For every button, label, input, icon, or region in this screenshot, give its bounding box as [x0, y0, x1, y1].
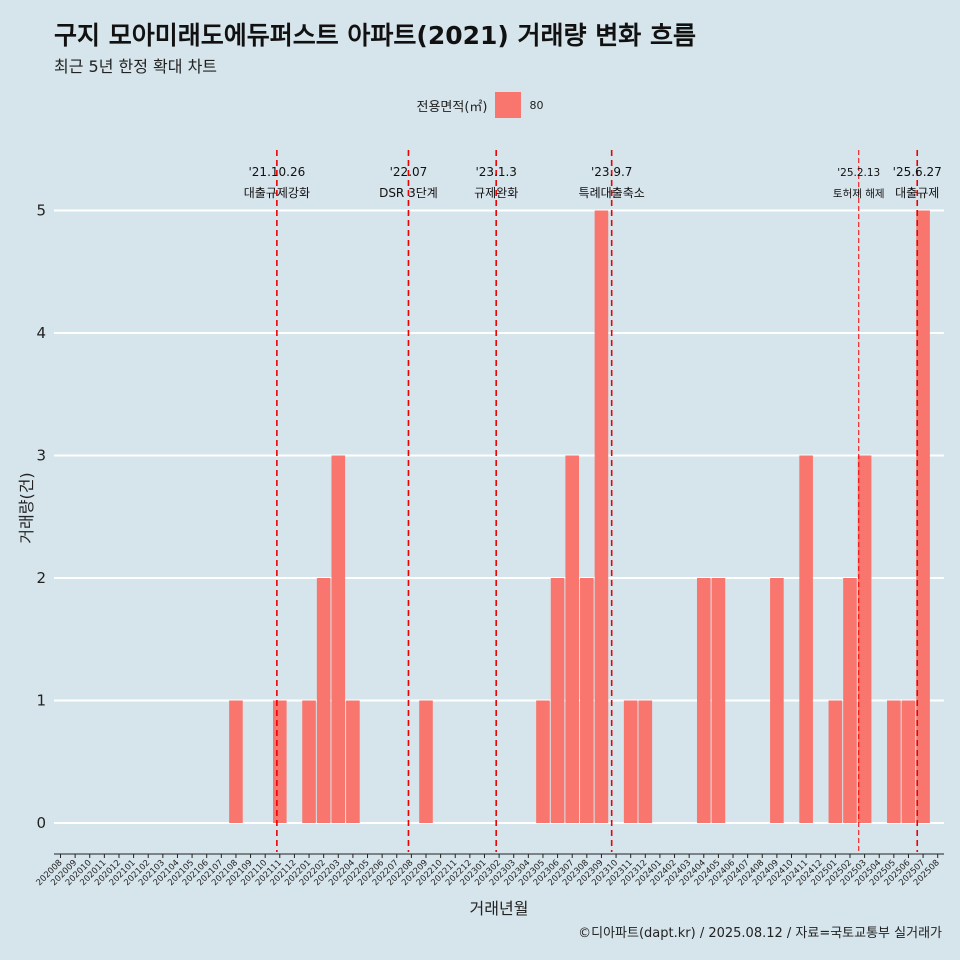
- event-label-3: 특례대출축소: [579, 186, 645, 200]
- y-tick-label: 1: [36, 692, 46, 710]
- event-label-1: DSR 3단계: [379, 186, 438, 200]
- x-axis-title: 거래년월: [470, 899, 529, 918]
- bar-202108: [229, 700, 243, 823]
- event-date-5: '25.6.27: [893, 165, 942, 179]
- y-axis-title: 거래량(건): [17, 472, 36, 543]
- bar-202312: [638, 700, 653, 823]
- bar-202201: [302, 700, 316, 823]
- bar-202204: [346, 700, 360, 823]
- y-tick-label: 4: [36, 324, 46, 342]
- bar-202111: [273, 700, 287, 823]
- event-label-2: 규제완화: [474, 186, 518, 200]
- y-tick-label: 5: [36, 202, 46, 220]
- bar-202404: [696, 578, 711, 823]
- bar-202203: [331, 455, 346, 823]
- bar-202405: [711, 578, 726, 823]
- bar-202505: [887, 700, 901, 823]
- event-date-2: '23.1.3: [475, 165, 516, 179]
- event-date-3: '23.9.7: [591, 165, 632, 179]
- y-tick-label: 2: [36, 569, 46, 587]
- bar-202308: [580, 578, 594, 823]
- bar-202507: [916, 210, 930, 823]
- chart-title: 구지 모아미래도에듀퍼스트 아파트(2021) 거래량 변화 흐름: [54, 21, 696, 50]
- event-label-4: 토허제 해제: [833, 187, 885, 200]
- event-date-1: '22.07: [390, 165, 428, 179]
- bar-202501: [828, 700, 843, 823]
- legend-label-80: 80: [529, 98, 544, 112]
- caption: ©디아파트(dapt.kr) / 2025.08.12 / 자료=국토교통부 실…: [578, 926, 942, 941]
- bar-202307: [565, 455, 579, 823]
- bar-202409: [770, 578, 784, 823]
- bar-202305: [536, 700, 550, 823]
- legend-title: 전용면적(㎡): [416, 99, 488, 115]
- bar-202209: [419, 700, 433, 823]
- event-date-4: '25.2.13: [837, 167, 880, 179]
- legend: 전용면적(㎡) 80: [0, 92, 960, 118]
- y-tick-label: 3: [36, 447, 46, 465]
- bar-202506: [901, 700, 916, 823]
- bar-202202: [316, 578, 331, 823]
- chart-subtitle: 최근 5년 한정 확대 차트: [54, 57, 218, 76]
- bar-202309: [594, 210, 609, 823]
- bar-202306: [550, 578, 565, 823]
- event-date-0: '21.10.26: [249, 165, 306, 179]
- event-label-0: 대출규제강화: [244, 186, 310, 200]
- bar-202503: [857, 455, 872, 823]
- y-tick-label: 0: [36, 814, 46, 832]
- legend-key-80: [495, 92, 522, 118]
- bar-202411: [799, 455, 813, 823]
- bar-202502: [843, 578, 857, 823]
- bar-202311: [623, 700, 638, 823]
- event-label-5: 대출규제: [895, 186, 939, 200]
